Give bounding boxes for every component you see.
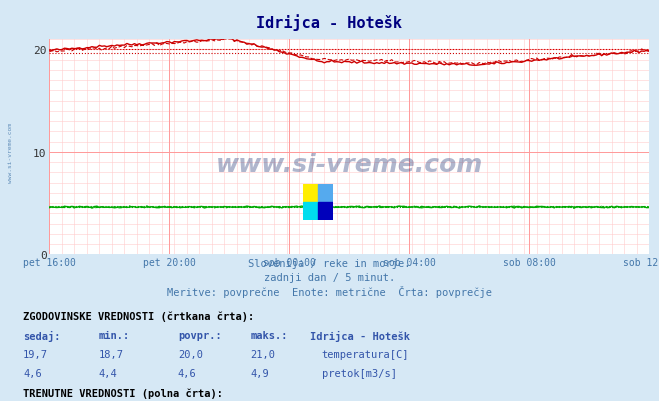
Text: Meritve: povprečne  Enote: metrične  Črta: povprečje: Meritve: povprečne Enote: metrične Črta:… — [167, 285, 492, 297]
Text: www.si-vreme.com: www.si-vreme.com — [8, 122, 13, 182]
Text: povpr.:: povpr.: — [178, 330, 221, 340]
Text: 20,0: 20,0 — [178, 349, 203, 359]
Text: 19,7: 19,7 — [23, 349, 48, 359]
Text: pretok[m3/s]: pretok[m3/s] — [322, 369, 397, 379]
Text: 4,4: 4,4 — [99, 369, 117, 379]
Text: 18,7: 18,7 — [99, 349, 124, 359]
Text: Idrijca - Hotešk: Idrijca - Hotešk — [256, 14, 403, 31]
Bar — [318, 203, 333, 221]
Text: 4,9: 4,9 — [250, 369, 269, 379]
Text: Slovenija / reke in morje.: Slovenija / reke in morje. — [248, 259, 411, 269]
Text: 4,6: 4,6 — [23, 369, 42, 379]
Bar — [303, 184, 318, 203]
Text: maks.:: maks.: — [250, 330, 288, 340]
Text: min.:: min.: — [99, 330, 130, 340]
Text: sedaj:: sedaj: — [23, 330, 61, 341]
Text: 4,6: 4,6 — [178, 369, 196, 379]
Text: 21,0: 21,0 — [250, 349, 275, 359]
Text: zadnji dan / 5 minut.: zadnji dan / 5 minut. — [264, 272, 395, 282]
Bar — [318, 184, 333, 203]
Bar — [303, 203, 318, 221]
Text: TRENUTNE VREDNOSTI (polna črta):: TRENUTNE VREDNOSTI (polna črta): — [23, 388, 223, 398]
Text: ZGODOVINSKE VREDNOSTI (črtkana črta):: ZGODOVINSKE VREDNOSTI (črtkana črta): — [23, 311, 254, 321]
Text: temperatura[C]: temperatura[C] — [322, 349, 409, 359]
Text: Idrijca - Hotešk: Idrijca - Hotešk — [310, 330, 410, 341]
Text: www.si-vreme.com: www.si-vreme.com — [215, 152, 483, 176]
